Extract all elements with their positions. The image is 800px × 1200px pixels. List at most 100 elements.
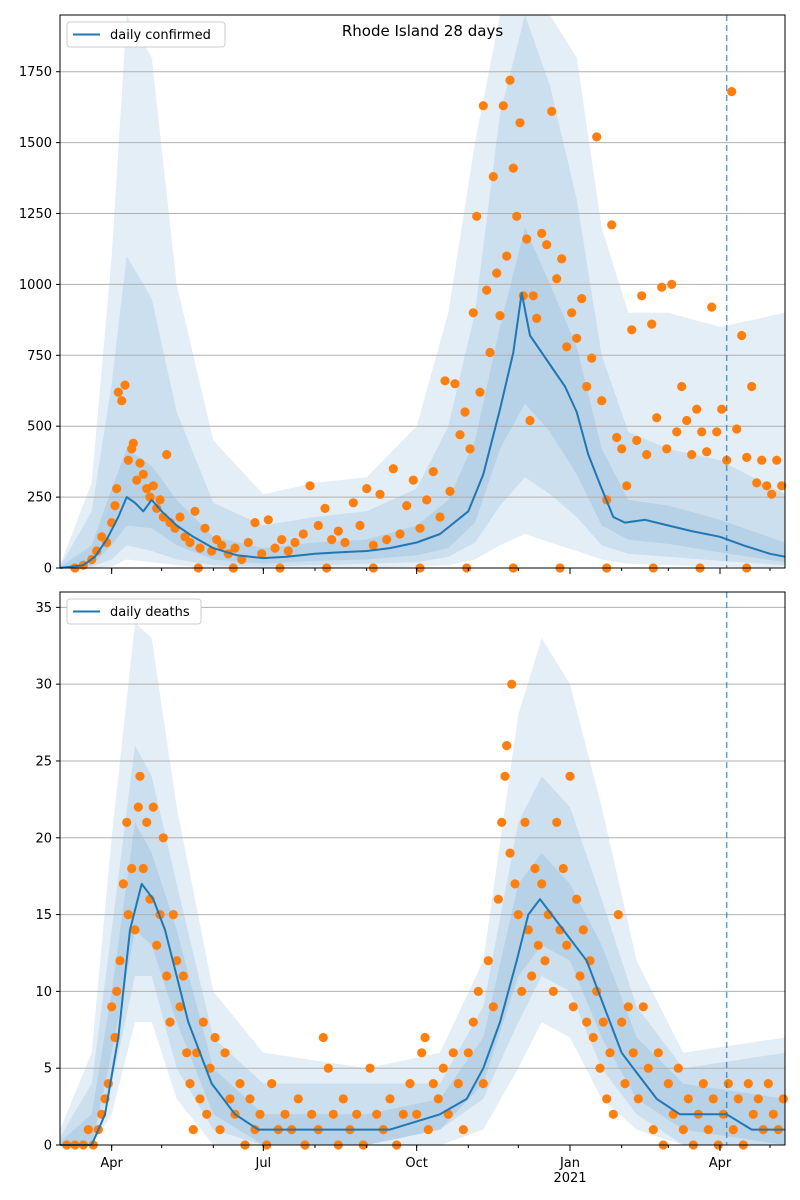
data-point (283, 546, 293, 556)
data-point (385, 1094, 395, 1104)
data-point (520, 817, 530, 828)
data-point (582, 381, 592, 392)
data-point (382, 535, 392, 545)
data-point (412, 1109, 422, 1119)
deaths-y-axis: 0 5 10 15 20 25 30 35 (35, 601, 60, 1154)
data-point (468, 1017, 478, 1027)
data-point (698, 1079, 708, 1089)
data-point (313, 520, 323, 531)
data-point (667, 279, 677, 289)
data-point (528, 291, 538, 301)
uncertainty-band-1 (60, 745, 785, 1145)
data-point (138, 469, 148, 479)
y-tick-label: 10 (35, 985, 52, 1000)
data-point (340, 537, 350, 548)
data-point (375, 489, 385, 499)
data-point (620, 1079, 630, 1089)
data-point (537, 879, 547, 889)
data-point (112, 484, 122, 494)
confirmed-y-axis: 0 250 500 750 1000 1250 1500 1750 (19, 65, 60, 577)
data-point (465, 444, 475, 454)
data-point (753, 1094, 763, 1104)
data-point (123, 910, 133, 920)
data-point (225, 1094, 235, 1104)
data-point (338, 1094, 348, 1104)
data-point (623, 1002, 633, 1012)
data-point (582, 1017, 592, 1027)
data-point (327, 535, 337, 545)
data-point (148, 802, 158, 812)
data-point (622, 481, 632, 491)
data-point (485, 347, 495, 358)
data-point (220, 1048, 230, 1058)
data-point (445, 486, 455, 496)
data-point (507, 679, 517, 689)
data-point (277, 535, 287, 545)
data-point (748, 1109, 758, 1119)
data-point (657, 282, 667, 292)
data-point (732, 424, 742, 434)
data-point (648, 1125, 658, 1135)
data-point (757, 455, 767, 465)
data-point (572, 894, 582, 904)
chart-title: Rhode Island 28 days (342, 22, 503, 40)
data-point (215, 1125, 225, 1135)
series-line (60, 882, 785, 1146)
data-point (687, 450, 697, 460)
data-point (595, 1063, 605, 1073)
y-tick-label: 750 (27, 349, 52, 364)
y-tick-label: 250 (27, 491, 52, 506)
data-point (743, 1079, 753, 1089)
data-point (692, 404, 702, 414)
data-point (152, 940, 162, 950)
data-point (592, 132, 602, 142)
data-point (712, 427, 722, 437)
data-point (708, 1094, 718, 1104)
data-point (642, 450, 652, 460)
data-point (155, 495, 165, 505)
data-point (112, 986, 122, 997)
y-tick-label: 15 (35, 908, 52, 923)
data-point (135, 458, 145, 468)
data-point (133, 802, 143, 812)
data-point (195, 543, 205, 553)
data-point (110, 501, 120, 511)
x-tick-label: Jan (559, 1156, 580, 1171)
deaths-panel: 0 5 10 15 20 25 30 35 Apr Jul Oct Jan Apr 2021 daily… (35, 591, 788, 1186)
data-point (637, 291, 647, 301)
data-point (202, 1109, 212, 1119)
data-point (210, 1032, 220, 1043)
data-point (198, 1017, 208, 1027)
data-point (122, 817, 132, 828)
data-point (663, 1079, 673, 1089)
data-point (472, 211, 482, 221)
data-point (428, 467, 438, 477)
data-point (565, 771, 575, 781)
data-point (613, 910, 623, 920)
data-point (502, 251, 512, 261)
data-point (395, 529, 405, 539)
data-point (293, 1094, 303, 1104)
confirmed-axes-frame (59, 14, 786, 569)
data-point (505, 848, 515, 858)
data-point (117, 396, 127, 406)
data-point (493, 894, 503, 904)
data-point (298, 529, 308, 539)
data-point (742, 452, 752, 462)
data-point (498, 101, 508, 111)
data-point (513, 910, 523, 920)
data-point (428, 1079, 438, 1089)
data-point (562, 940, 572, 950)
y-tick-label: 1250 (19, 207, 52, 222)
confirmed-panel: 0 250 500 750 1000 1250 1500 1750 Rhode Island … (19, 14, 787, 577)
data-point (368, 540, 378, 550)
data-point (92, 546, 102, 556)
data-point (152, 503, 162, 513)
data-point (417, 1048, 427, 1058)
data-point (547, 106, 557, 116)
data-point (737, 330, 747, 341)
data-point (473, 986, 483, 997)
data-point (632, 435, 642, 445)
data-point (128, 438, 138, 448)
